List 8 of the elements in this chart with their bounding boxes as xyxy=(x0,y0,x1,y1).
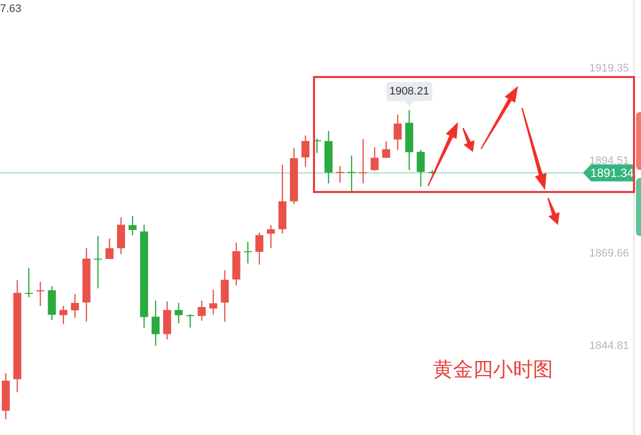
y-tick-label: 1919.35 xyxy=(589,62,629,75)
y-tick-label: 1869.66 xyxy=(589,248,629,260)
ref-line-label: 1891.34 xyxy=(590,166,634,180)
annotation: 1908.21 xyxy=(389,86,430,98)
annotation: 1908.21 xyxy=(386,82,432,106)
text: 黄金四小时图 xyxy=(433,359,553,381)
annotation: 7.63 xyxy=(0,3,22,15)
y-tick-label: 1844.81 xyxy=(589,340,629,352)
